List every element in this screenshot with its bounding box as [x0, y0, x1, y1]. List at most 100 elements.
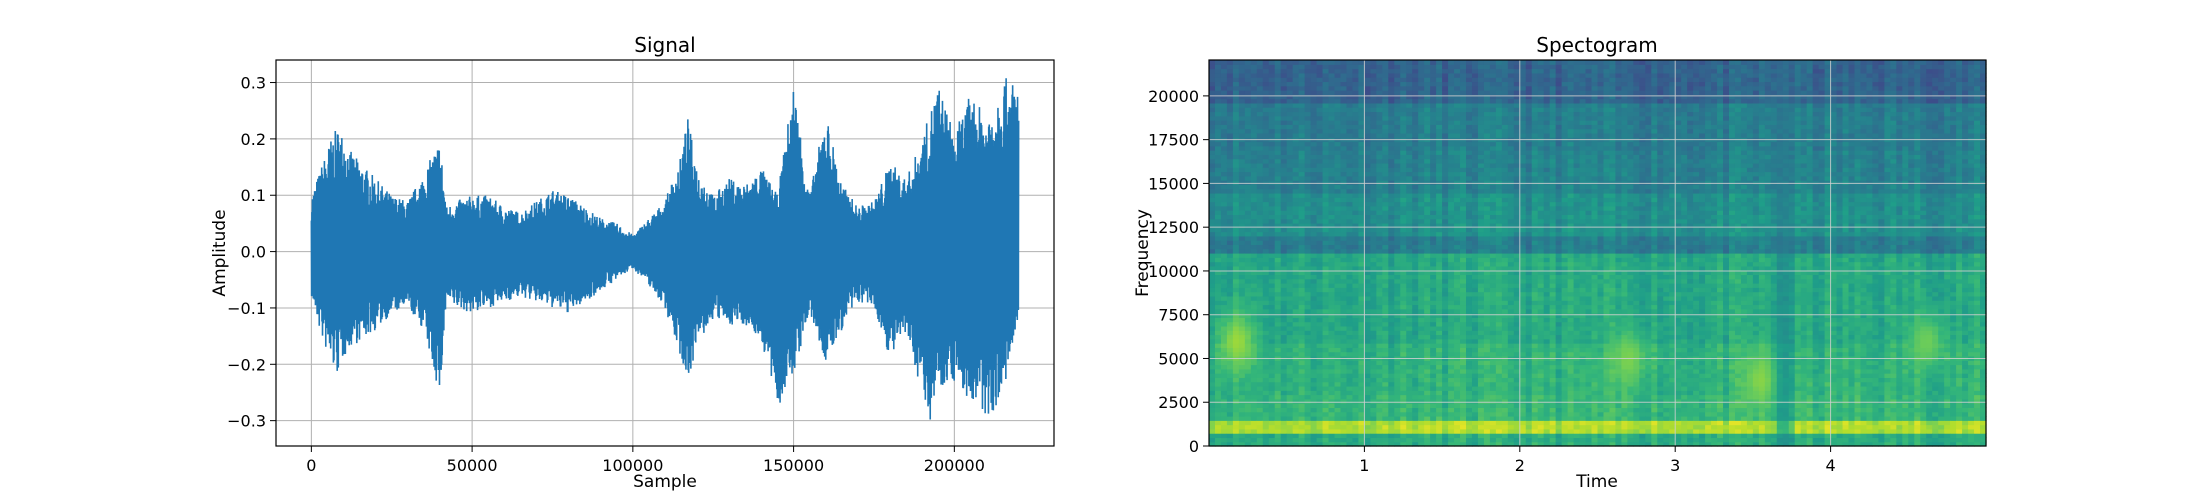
spectrogram-cell [1412, 300, 1419, 306]
spectrogram-cell [1519, 381, 1527, 387]
spectrogram-cell [1244, 343, 1252, 348]
spectrogram-cell [1364, 197, 1371, 203]
spectrogram-cell [1274, 257, 1282, 263]
spectrogram-cell [1310, 235, 1318, 241]
spectrogram-cell [1424, 325, 1431, 331]
spectrogram-cell [1471, 415, 1479, 421]
spectrogram-cell [1394, 257, 1401, 263]
spectrogram-cell [1477, 120, 1485, 125]
spectrogram-cell [1489, 415, 1497, 421]
spectrogram-cell [1525, 411, 1533, 417]
spectrogram-cell [1298, 317, 1306, 323]
spectrogram-cell [1495, 248, 1503, 254]
spectrogram-cell [1214, 128, 1222, 134]
spectrogram-cell [1513, 171, 1521, 177]
spectrogram-cell [1256, 278, 1264, 284]
spectrogram-cell [1466, 90, 1473, 95]
spectrogram-cell [1310, 214, 1318, 220]
spectrogram-cell [1394, 381, 1401, 387]
spectrogram-cell [1232, 162, 1240, 168]
spectrogram-cell [1466, 158, 1473, 164]
spectrogram-cell [1430, 347, 1437, 353]
spectrogram-cell [1525, 227, 1533, 233]
spectrogram-cell [1268, 364, 1276, 370]
spectrogram-cell [1376, 192, 1383, 198]
spectrogram-cell [1382, 222, 1389, 228]
spectrogram-cell [1340, 222, 1348, 228]
spectrogram-cell [1358, 347, 1365, 353]
spectrogram-cell [1412, 72, 1419, 78]
spectrogram-cell [1328, 283, 1336, 288]
spectrogram-cell [1304, 343, 1312, 348]
spectrogram-cell [1232, 274, 1240, 280]
spectrogram-cell [1304, 222, 1312, 228]
spectrogram-cell [1268, 334, 1276, 340]
spectrogram-cell [1406, 98, 1413, 104]
spectrogram-cell [1316, 373, 1324, 378]
spectrogram-cell [1226, 304, 1234, 310]
spectrogram-cell [1340, 205, 1348, 211]
spectrogram-cell [1340, 132, 1348, 138]
spectrogram-cell [1531, 330, 1539, 336]
spectrogram-cell [1232, 81, 1240, 87]
spectrogram-cell [1268, 120, 1276, 125]
spectrogram-cell [1310, 120, 1318, 125]
spectrogram-cell [1334, 205, 1342, 211]
spectrogram-cell [1292, 180, 1300, 185]
spectrogram-cell [1507, 351, 1515, 357]
spectrogram-cell [1460, 424, 1467, 430]
spectrogram-cell [1442, 188, 1449, 194]
spectrogram-cell [1489, 218, 1497, 224]
spectrogram-cell [1406, 222, 1413, 228]
spectrogram-cell [1424, 60, 1431, 65]
spectrogram-cell [1394, 205, 1401, 211]
spectrogram-cell [1382, 197, 1389, 203]
spectrogram-cell [1531, 325, 1539, 331]
spectrogram-cell [1232, 394, 1240, 400]
spectrogram-cell [1334, 240, 1342, 246]
spectrogram-cell [1489, 201, 1497, 207]
spectrogram-cell [1400, 240, 1407, 246]
spectrogram-cell [1406, 210, 1413, 215]
spectrogram-cell [1310, 60, 1318, 65]
spectrogram-cell [1328, 60, 1336, 65]
spectrogram-cell [1304, 90, 1312, 95]
spectrogram-cell [1220, 231, 1228, 237]
spectrogram-cell [1483, 385, 1491, 391]
spectrogram-cell [1316, 107, 1324, 113]
spectrogram-cell [1448, 308, 1455, 314]
spectrogram-cell [1388, 120, 1395, 125]
spectrogram-cell [1394, 398, 1401, 404]
spectrogram-cell [1519, 235, 1527, 241]
spectrogram-cell [1358, 175, 1365, 181]
spectrogram-cell [1531, 158, 1539, 164]
spectrogram-cell [1519, 145, 1527, 151]
spectrogram-cell [1322, 235, 1330, 241]
spectrogram-cell [1477, 192, 1485, 198]
spectrogram-cell [1220, 347, 1228, 353]
spectrogram-cell [1328, 351, 1336, 357]
spectrogram-cell [1442, 81, 1449, 87]
spectrogram-cell [1226, 192, 1234, 198]
spectrogram-cell [1507, 248, 1515, 254]
spectrogram-cell [1244, 98, 1252, 104]
spectrogram-cell [1286, 274, 1294, 280]
spectrogram-cell [1531, 248, 1539, 254]
spectrogram-cell [1442, 167, 1449, 173]
spectrogram-cell [1256, 158, 1264, 164]
spectrogram-cell [1346, 81, 1354, 87]
spectrogram-cell [1525, 98, 1533, 104]
spectrogram-cell [1280, 231, 1288, 237]
spectrogram-cell [1328, 321, 1336, 327]
spectrogram-cell [1525, 180, 1533, 185]
spectrogram-cell [1220, 385, 1228, 391]
spectrogram-cell [1250, 115, 1258, 121]
spectrogram-cell [1460, 433, 1467, 439]
spectrogram-cell [1406, 347, 1413, 353]
spectrogram-cell [1328, 167, 1336, 173]
spectrogram-cell [1394, 188, 1401, 194]
spectrogram-cell [1244, 154, 1252, 160]
spectrogram-cell [1256, 150, 1264, 155]
spectrogram-cell [1274, 158, 1282, 164]
spectrogram-cell [1442, 132, 1449, 138]
